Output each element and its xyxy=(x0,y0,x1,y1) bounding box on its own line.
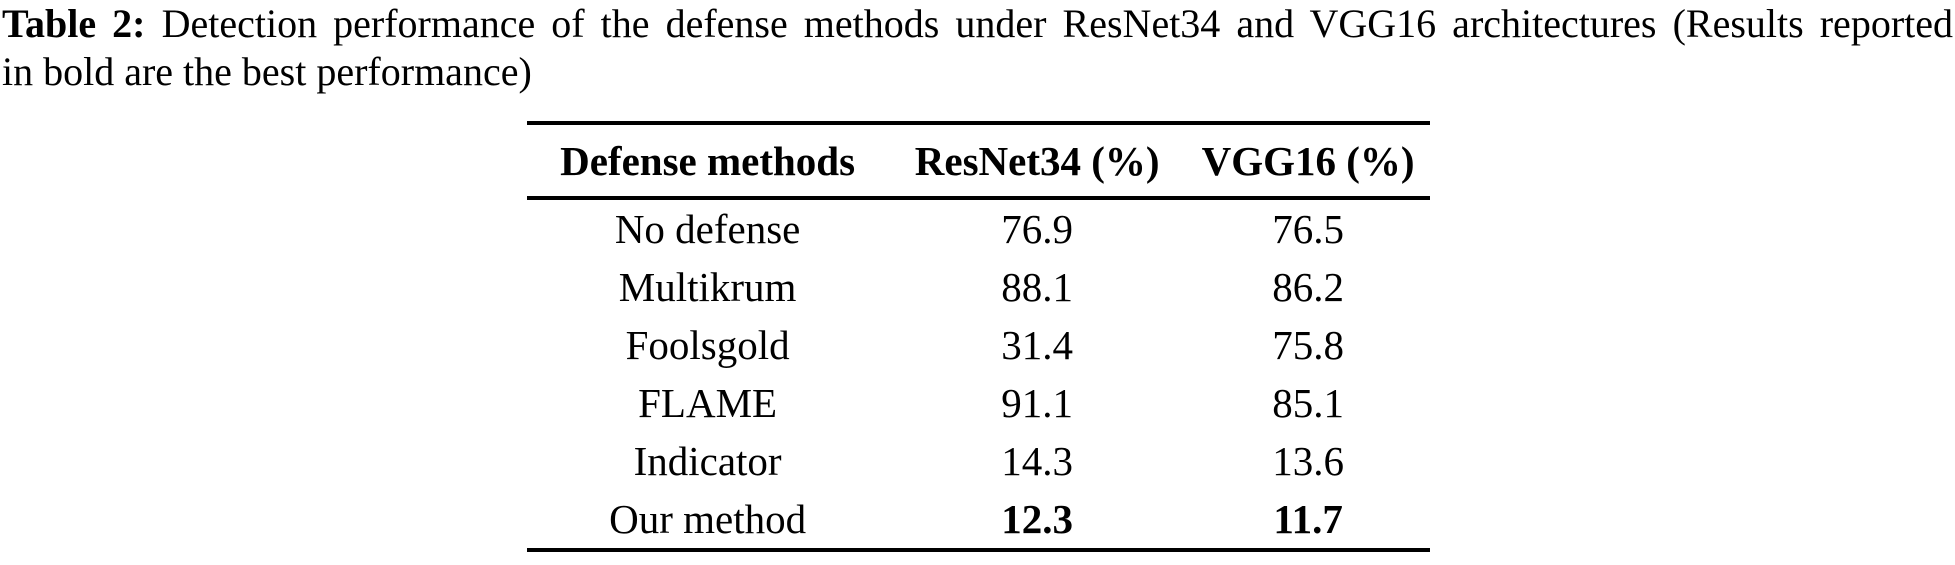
table-row: Multikrum 88.1 86.2 xyxy=(527,258,1430,316)
caption-line-1: Table 2: Detection performance of the de… xyxy=(2,0,1953,48)
resnet34-value: 88.1 xyxy=(1001,264,1074,310)
vgg16-value: 11.7 xyxy=(1273,496,1343,542)
resnet34-value: 91.1 xyxy=(1001,380,1074,426)
method-cell: Multikrum xyxy=(618,264,797,310)
method-cell: Foolsgold xyxy=(625,322,790,368)
vgg16-value: 75.8 xyxy=(1272,322,1344,368)
resnet34-value: 14.3 xyxy=(1001,438,1074,484)
vgg16-value: 86.2 xyxy=(1272,264,1344,310)
defense-performance-table: Defense methods ResNet34 (%) VGG16 (%) N… xyxy=(527,121,1430,552)
method-cell: Our method xyxy=(609,496,807,542)
method-cell: No defense xyxy=(614,206,801,252)
method-cell: FLAME xyxy=(638,380,778,426)
vgg16-value: 85.1 xyxy=(1272,380,1344,426)
header-row: Defense methods ResNet34 (%) VGG16 (%) xyxy=(527,123,1430,200)
table-row: FLAME 91.1 85.1 xyxy=(527,374,1430,432)
table-row-best: Our method 12.3 11.7 xyxy=(527,490,1430,550)
method-cell: Indicator xyxy=(633,438,782,484)
caption-label: Table 2: xyxy=(2,1,146,46)
col-header-vgg16: VGG16 (%) xyxy=(1186,123,1430,200)
vgg16-value: 13.6 xyxy=(1272,438,1344,484)
col-header-defense-methods: Defense methods xyxy=(527,123,889,200)
vgg16-value: 76.5 xyxy=(1272,206,1344,252)
table-caption: Table 2: Detection performance of the de… xyxy=(2,0,1953,96)
table-row: No defense 76.9 76.5 xyxy=(527,198,1430,258)
resnet34-value: 31.4 xyxy=(1001,322,1074,368)
resnet34-value: 76.9 xyxy=(1001,206,1074,252)
resnet34-value: 12.3 xyxy=(1001,496,1074,542)
caption-line-2: in bold are the best performance) xyxy=(2,49,532,94)
col-header-resnet34: ResNet34 (%) xyxy=(888,123,1187,200)
table-row: Foolsgold 31.4 75.8 xyxy=(527,316,1430,374)
caption-text: Detection performance of the defense met… xyxy=(161,1,1953,46)
table-row: Indicator 14.3 13.6 xyxy=(527,432,1430,490)
